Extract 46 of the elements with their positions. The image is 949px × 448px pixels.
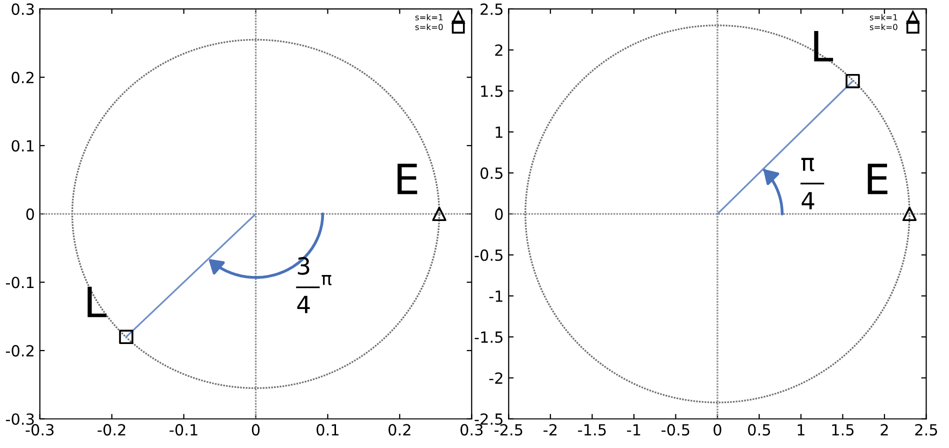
y-tick-label: 0.1 xyxy=(12,140,34,152)
x-tick-label: 2.5 xyxy=(915,424,938,436)
annotation: 3 ― 4 xyxy=(296,257,320,314)
x-tick-label: 0 xyxy=(714,424,722,436)
y-tick-label: 1.5 xyxy=(481,86,502,97)
y-tick-label: -2 xyxy=(489,372,502,384)
x-tick-label: 1 xyxy=(798,424,804,436)
y-tick-label: -0.1 xyxy=(6,276,34,288)
y-tick-label: 0.5 xyxy=(480,167,502,179)
y-tick-label: -1.5 xyxy=(474,332,502,343)
x-tick-label: 0.2 xyxy=(388,424,410,436)
annotation: π xyxy=(322,275,332,286)
annotation: L xyxy=(814,30,834,62)
x-tick-label: -1 xyxy=(627,424,640,436)
y-tick-label: 0.2 xyxy=(12,72,34,84)
annotation: E xyxy=(398,164,418,194)
annotation: π ― 4 xyxy=(800,158,824,210)
annotation: E xyxy=(868,164,888,194)
y-tick-label: 1 xyxy=(496,126,502,138)
x-tick-label: 1.5 xyxy=(832,424,854,436)
x-tick-label: -1.5 xyxy=(578,424,606,436)
x-tick-label: 2 xyxy=(880,424,888,436)
x-tick-label: -0.1 xyxy=(170,424,198,436)
legend-label: s=k=1 xyxy=(870,14,898,20)
legend-label: s=k=0 xyxy=(870,24,898,30)
x-tick-label: 0.5 xyxy=(748,424,770,436)
x-tick-label: 0 xyxy=(252,424,260,436)
legend-label: s=k=1 xyxy=(415,14,443,20)
y-tick-label: -1 xyxy=(489,290,502,302)
x-tick-label: -2 xyxy=(544,424,557,436)
x-tick-label: -0.3 xyxy=(26,424,54,436)
legend-label: s=k=0 xyxy=(415,24,443,30)
y-tick-label: -0.5 xyxy=(474,249,502,261)
y-tick-label: 2 xyxy=(495,44,502,56)
y-tick-label: 2.5 xyxy=(480,3,502,15)
y-tick-label: -0.2 xyxy=(6,345,34,357)
annotation: L xyxy=(88,286,107,318)
x-tick-label: 0.1 xyxy=(316,424,338,436)
y-tick-label: -2.5 xyxy=(474,413,502,425)
x-tick-label: 0.3 xyxy=(460,424,483,436)
x-tick-label: -0.2 xyxy=(98,424,126,436)
y-tick-label: 0 xyxy=(26,208,34,220)
y-tick-label: -0.3 xyxy=(6,413,34,425)
y-tick-label: 0.3 xyxy=(12,3,34,15)
x-tick-label: -0.5 xyxy=(662,424,690,436)
y-tick-label: 0 xyxy=(495,208,503,220)
